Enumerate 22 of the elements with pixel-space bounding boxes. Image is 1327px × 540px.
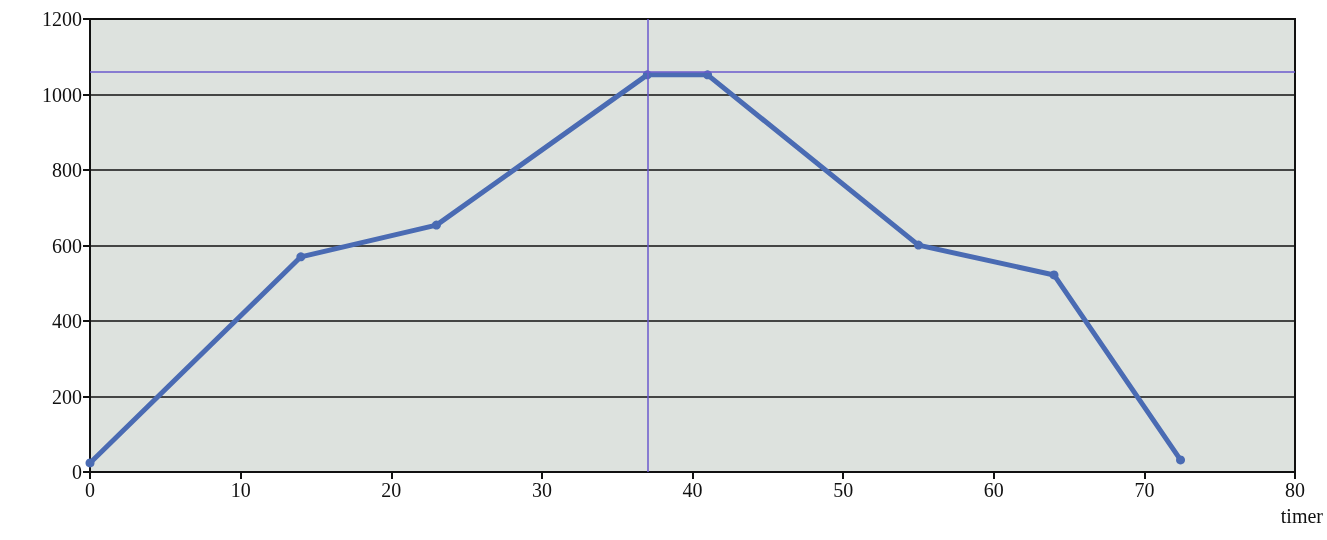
y-tick-label: 400 [52, 310, 82, 332]
y-tick-label: 800 [52, 159, 82, 181]
point [85, 458, 95, 468]
x-tick-label: 10 [230, 479, 251, 501]
point [1176, 455, 1186, 465]
y-tick-label: 1000 [42, 83, 82, 106]
x-tick-label: 80 [1285, 479, 1305, 501]
x-tick-label: 60 [983, 479, 1004, 501]
point [913, 240, 923, 250]
x-tick-label: 50 [833, 479, 854, 501]
y-tick-label: 0 [72, 461, 82, 483]
point [1049, 270, 1059, 280]
x-tick-label: 40 [682, 479, 703, 501]
y-tick-label: 600 [52, 234, 82, 257]
x-axis-title: timer [1280, 505, 1324, 527]
point [431, 220, 441, 230]
x-tick-label: 20 [381, 479, 402, 501]
point [296, 252, 306, 262]
x-tick-label: 30 [531, 479, 552, 501]
y-tick-label: 200 [52, 385, 82, 408]
x-tick-label: 70 [1134, 479, 1155, 501]
y-tick-label: 1200 [42, 8, 82, 30]
